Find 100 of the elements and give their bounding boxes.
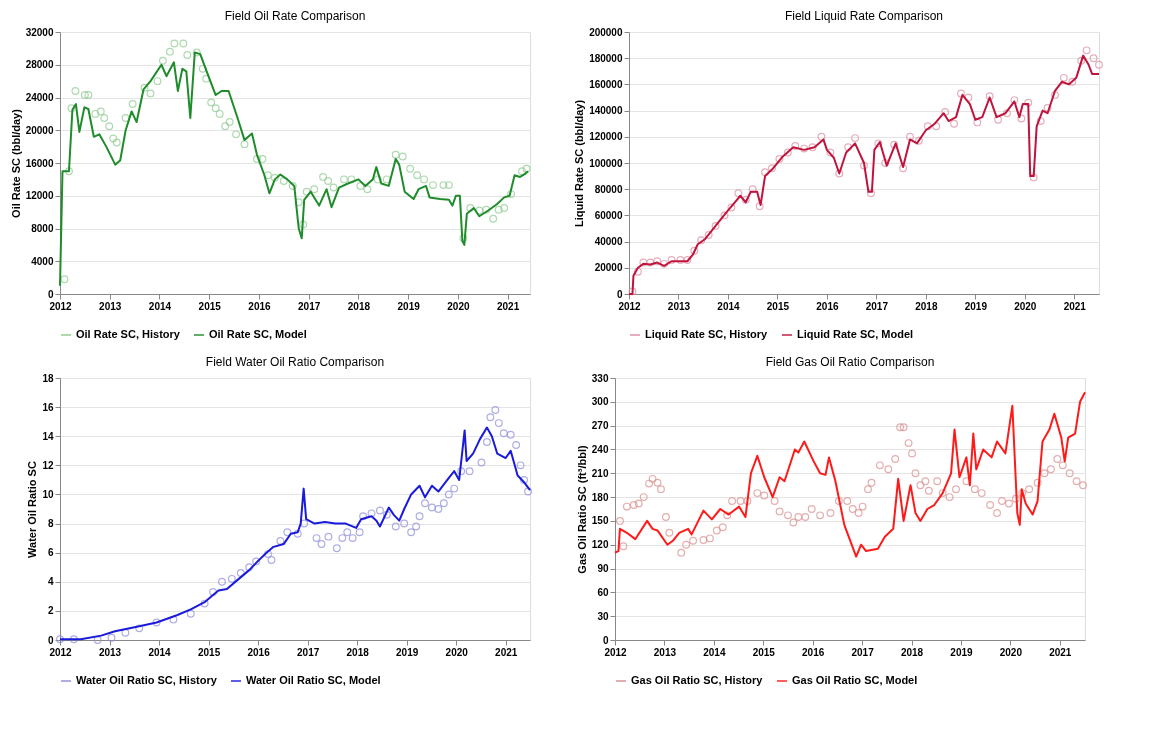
y-tick-label: 0 [47,288,54,300]
point [348,534,357,543]
legend-label: Water Oil Ratio SC, Model [246,674,381,686]
point [444,490,453,499]
x-tick-label: 2012 [49,646,73,658]
point [276,537,285,545]
y-axis-title: Liquid Rate SC (bbl/day) [573,99,586,228]
y-tick-label: 16000 [25,157,54,169]
x-tick-label: 2019 [397,300,421,312]
x-tick-label: 2016 [248,300,271,312]
point [382,510,391,519]
point [317,539,326,548]
x-tick-label: 2017 [865,300,889,312]
point [412,522,421,531]
point [343,528,352,537]
point [245,563,254,572]
y-tick-label: 12000 [25,190,54,202]
y-tick-label: 8000 [31,223,54,234]
x-tick-label: 2018 [346,646,370,658]
point [312,534,321,543]
point [499,429,508,438]
point [252,557,261,566]
point [332,544,341,553]
x-tick-label: 2021 [495,646,518,658]
y-tick-label: 12 [42,459,54,471]
y-axis-title: Gas Oil Ratio SC (ft³/bbl) [575,445,588,574]
y-tick-label: 10 [42,488,54,500]
x-tick-label: 2021 [1063,300,1087,312]
y-tick-label: 100000 [589,157,623,169]
legend-label: Oil Rate SC, Model [209,328,307,340]
point [355,528,364,537]
x-tick-label: 2021 [1049,646,1072,658]
point [93,636,102,644]
point [391,522,400,531]
y-tick-label: 200000 [589,26,623,38]
point [293,529,302,538]
y-tick-label: 330 [591,372,609,384]
x-tick-label: 2016 [802,646,825,658]
x-tick-label: 2015 [198,300,222,312]
point [209,588,217,596]
point [218,577,226,586]
y-tick-label: 120000 [589,131,623,143]
x-tick-label: 2016 [816,300,839,312]
legend-label: Gas Oil Ratio SC, History [631,674,764,686]
x-tick-label: 2015 [197,646,221,658]
point [324,532,333,541]
point [200,599,209,608]
x-tick-label: 2020 [999,646,1023,658]
line-series [614,391,1086,558]
legend-label: Gas Oil Ratio SC, Model [792,674,918,686]
point [69,635,78,644]
x-tick-label: 2015 [752,646,776,658]
x-tick-label: 2012 [604,646,628,658]
point [236,569,245,577]
point [227,574,236,583]
x-tick-label: 2015 [766,300,790,312]
x-tick-label: 2021 [496,300,520,312]
y-tick-label: 150 [591,515,609,527]
y-tick-label: 180000 [589,52,623,64]
point [516,461,525,470]
point [121,628,130,637]
point [494,419,503,428]
x-tick-label: 2018 [900,646,924,658]
x-tick-label: 2013 [99,300,122,312]
x-tick-label: 2018 [915,300,938,312]
x-tick-label: 2017 [851,646,875,658]
point [152,618,161,627]
legend-label: Oil Rate SC, History [76,328,181,340]
y-tick-label: 0 [602,634,609,646]
x-tick-label: 2017 [297,646,320,658]
legend-label: Water Oil Ratio SC, History [76,674,218,686]
y-tick-label: 20000 [25,124,54,136]
y-tick-label: 160000 [589,78,623,90]
y-tick-label: 32000 [25,26,54,38]
y-tick-label: 0 [47,634,54,646]
point [512,441,521,449]
point [300,519,309,528]
x-tick-label: 2013 [653,646,677,658]
point [169,615,178,624]
point [415,512,424,521]
x-tick-label: 2017 [298,300,321,312]
point [407,528,416,537]
chart-title: Field Oil Rate Comparison [224,9,366,23]
x-tick-label: 2014 [703,646,726,658]
point [506,430,515,439]
x-tick-label: 2019 [950,646,974,658]
x-tick-label: 2014 [148,300,172,312]
point [107,633,116,642]
point [338,534,347,543]
point [482,438,491,446]
y-tick-label: 24000 [25,92,54,103]
y-tick-label: 6 [47,547,54,559]
x-tick-label: 2016 [247,646,271,658]
chart-title: Field Liquid Rate Comparison [784,9,944,23]
y-tick-label: 60 [597,586,609,598]
point [450,484,459,493]
x-tick-label: 2012 [618,300,642,312]
point [439,499,448,508]
y-tick-label: 140000 [589,105,623,117]
x-tick-label: 2020 [1014,300,1037,312]
